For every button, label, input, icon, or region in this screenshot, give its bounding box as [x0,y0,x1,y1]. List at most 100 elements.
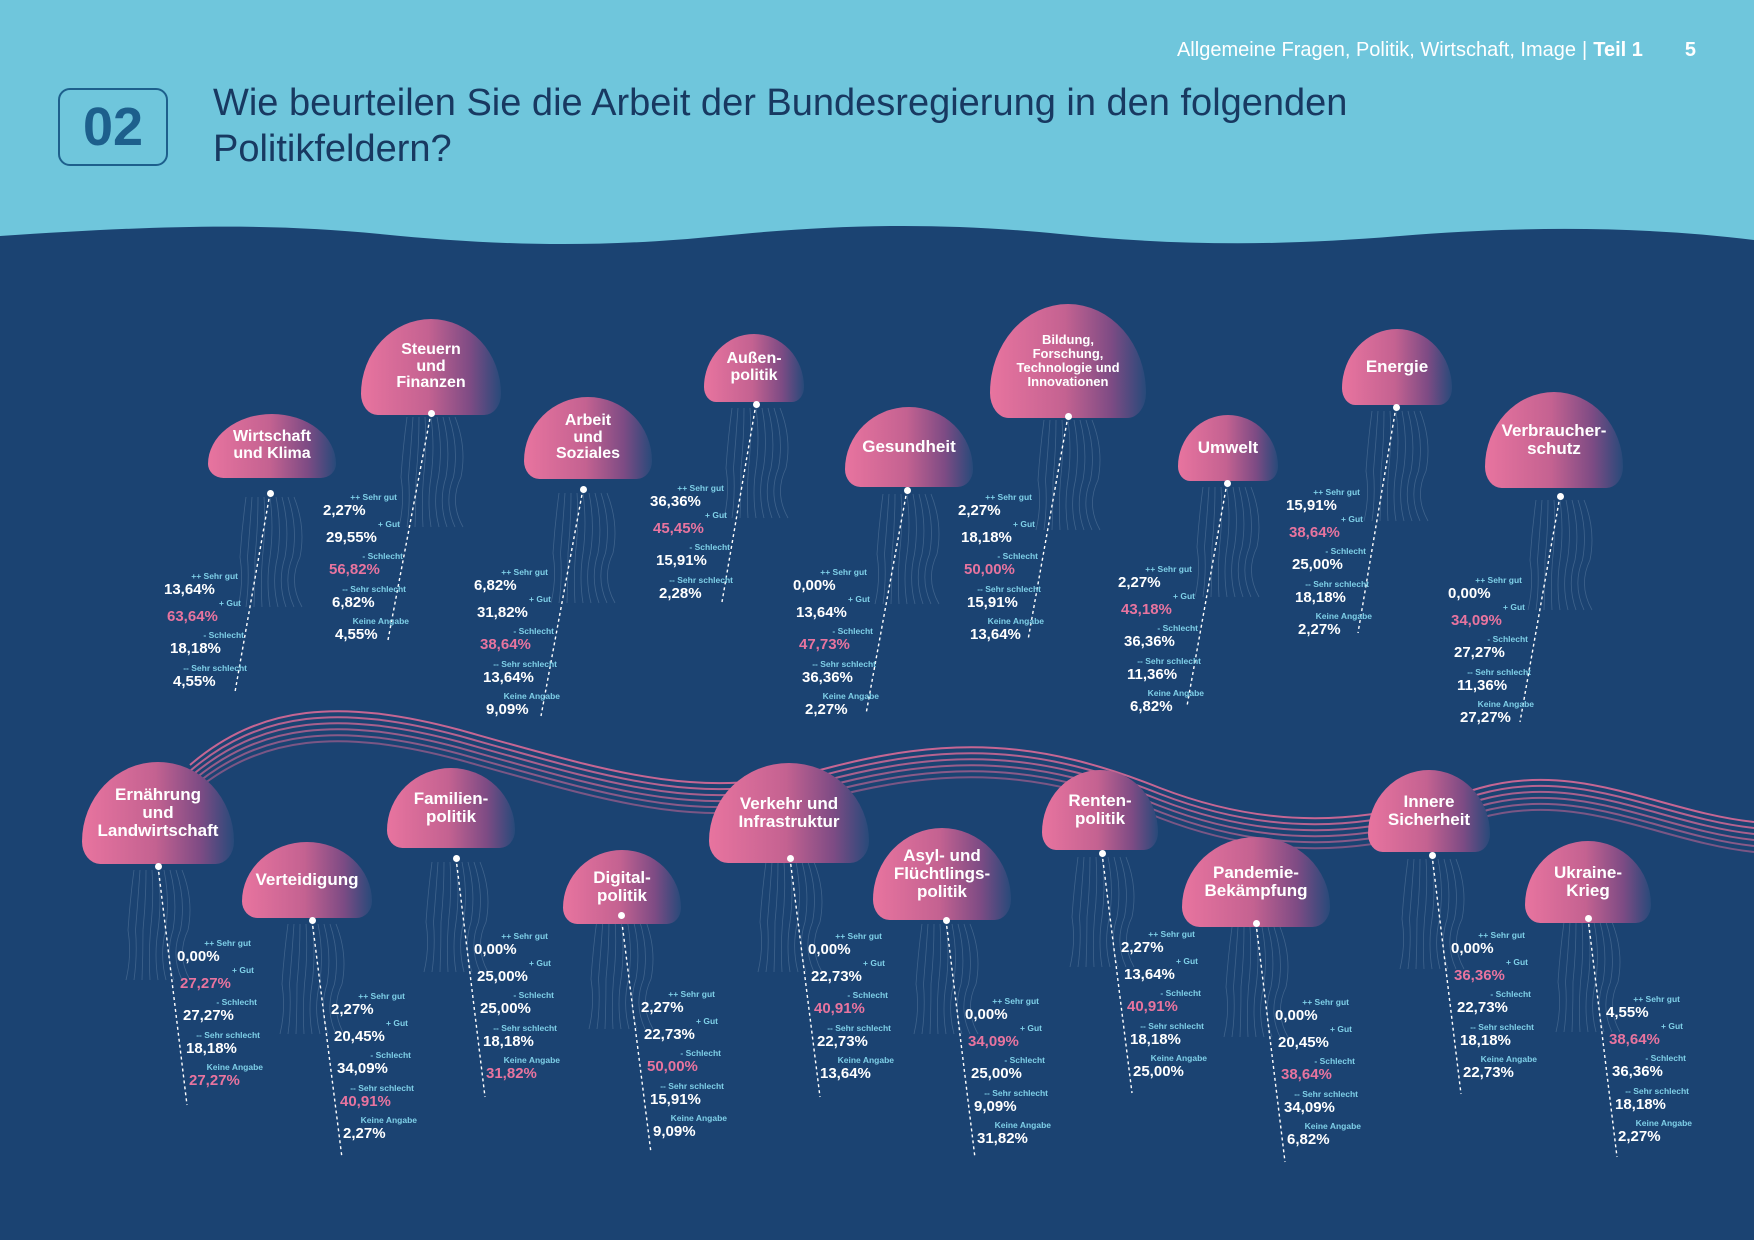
jellyfish-tentacle [1555,921,1565,1033]
rating-row: -- Sehr schlecht 9,09% [974,1088,1048,1115]
jellyfish-tentacle [1099,856,1105,968]
policy-field-label: Innere Sicherheit [1387,791,1471,829]
rating-value: 9,09% [486,701,529,718]
rating-value: 45,45% [653,520,704,537]
rating-value: 40,91% [814,1000,865,1017]
rating-value: 13,64% [796,604,847,621]
jellyfish-tentacle [141,869,147,981]
jellyfish-tentacle [1413,410,1421,522]
rating-row: - Schlecht 27,27% [1454,634,1528,661]
jellyfish-tentacle [280,496,288,608]
rating-label: - Schlecht [216,997,257,1007]
jellyfish-tentacle [1217,486,1223,598]
jellyfish-tentacle [1592,921,1598,1033]
rating-value: 38,64% [480,636,531,653]
stem-dot [1098,849,1106,857]
rating-row: - Schlecht 40,91% [814,990,888,1017]
policy-field-label: Verbraucher- schutz [1501,420,1607,458]
rating-label: - Schlecht [203,630,244,640]
jellyfish-tentacle [1091,419,1101,531]
policy-field-label: Umwelt [1197,437,1259,457]
jellyfish-tentacle [897,493,903,605]
rating-label: ++ Sehr gut [204,938,251,948]
jellyfish-tentacle [936,923,942,1035]
rating-label: + Gut [1173,591,1195,601]
rating-label: - Schlecht [362,551,403,561]
rating-label: -- Sehr schlecht [342,584,406,594]
jellyfish-bell: Ukraine- Krieg [1525,841,1651,923]
rating-label: - Schlecht [997,551,1038,561]
policy-field-label: Außen- politik [726,350,782,384]
rating-value: 2,27% [1298,621,1341,638]
rating-row: Keine Angabe 9,09% [486,691,560,718]
rating-value: 25,00% [480,1000,531,1017]
rating-value: 18,18% [1295,589,1346,606]
rating-label: -- Sehr schlecht [669,575,733,585]
rating-value: 2,27% [1121,939,1164,956]
rating-value: 0,00% [474,941,517,958]
rating-label: ++ Sehr gut [985,492,1032,502]
jellyfish-tentacle [1072,419,1078,531]
stem-dot [786,854,794,862]
rating-row: Keine Angabe 31,82% [977,1120,1051,1147]
rating-label: - Schlecht [1314,1056,1355,1066]
page-header: Allgemeine Fragen, Politik, Wirtschaft, … [1177,39,1696,62]
jellyfish-tentacle [1224,486,1230,598]
rating-row: - Schlecht 50,00% [647,1048,721,1075]
jellyfish-tentacle [162,869,168,981]
jellyfish-tentacle [245,496,253,608]
stem-dot [1428,851,1436,859]
rating-value: 0,00% [1451,940,1494,957]
rating-row: Keine Angabe 2,27% [1618,1118,1692,1145]
rating-value: 18,18% [961,529,1012,546]
jellyfish-bell: Umwelt [1178,415,1278,481]
jellyfish-tentacle [1051,419,1057,531]
rating-label: -- Sehr schlecht [1470,1022,1534,1032]
rating-value: 34,09% [337,1060,388,1077]
rating-label: ++ Sehr gut [501,931,548,941]
rating-row: ++ Sehr gut 13,64% [164,571,238,598]
rating-row: -- Sehr schlecht 15,91% [650,1081,724,1108]
jellyfish-tentacle [587,492,593,604]
rating-row: - Schlecht 47,73% [799,626,873,653]
rating-label: -- Sehr schlecht [827,1023,891,1033]
jellyfish-tentacle [439,861,445,973]
rating-label: + Gut [1341,514,1363,524]
rating-label: - Schlecht [513,990,554,1000]
jellyfish-tentacle [1085,419,1093,531]
header-separator: | [1582,39,1588,61]
rating-label: ++ Sehr gut [992,996,1039,1006]
rating-row: Keine Angabe 4,55% [335,616,409,643]
jellyfish-tentacle [1379,410,1385,522]
rating-value: 13,64% [970,626,1021,643]
rating-value: 31,82% [477,604,528,621]
policy-field-label: Gesundheit [862,436,956,456]
stem-dot [266,489,274,497]
jellyfish-tentacle [604,918,610,1030]
rating-row: - Schlecht 38,64% [1281,1056,1355,1083]
rating-row: + Gut 18,18% [961,519,1035,546]
rating-label: + Gut [529,594,551,604]
rating-value: 38,64% [1609,1031,1660,1048]
jellyfish-tentacle [133,869,141,981]
jellyfish-tentacle [260,496,266,608]
rating-value: 2,27% [805,701,848,718]
rating-value: 27,27% [1454,644,1505,661]
jellyfish-tentacle [566,492,572,604]
rating-value: 38,64% [1289,524,1340,541]
jellyfish-tentacle [1194,486,1204,598]
rating-label: -- Sehr schlecht [493,1023,557,1033]
jellyfish-tentacle [731,407,739,519]
rating-label: Keine Angabe [822,691,879,701]
jellyfish-tentacle [428,416,434,528]
rating-label: Keine Angabe [360,1115,417,1125]
rating-label: -- Sehr schlecht [493,659,557,669]
policy-field-label: Pandemie- Bekämpfung [1204,862,1308,900]
rating-row: + Gut 31,82% [477,594,551,621]
rating-value: 0,00% [793,577,836,594]
rating-row: ++ Sehr gut 0,00% [808,931,882,958]
policy-field-label: Energie [1365,356,1429,376]
rating-row: Keine Angabe 13,64% [820,1055,894,1082]
rating-value: 13,64% [483,669,534,686]
jellyfish-tentacle [1578,921,1584,1033]
